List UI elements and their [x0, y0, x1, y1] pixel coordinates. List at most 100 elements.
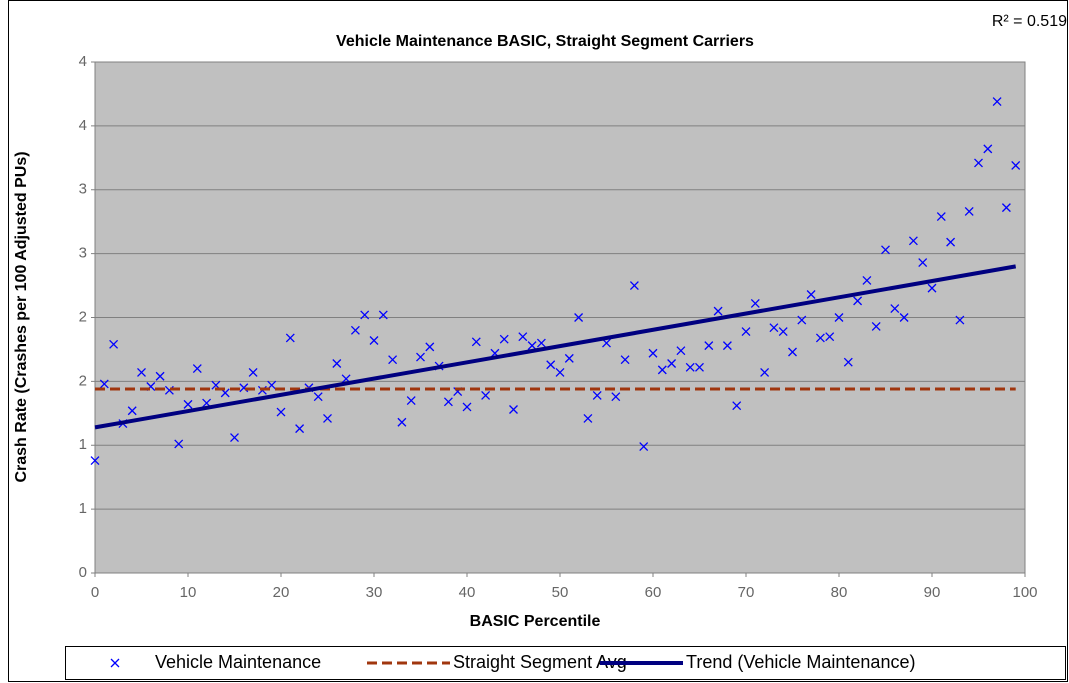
annotation: R² = 0.519 [992, 13, 1067, 30]
point [862, 275, 872, 285]
point [853, 296, 863, 306]
x-tick-label: 80 [831, 584, 848, 601]
x-tick-label: 100 [1012, 584, 1037, 601]
y-tick-label: 3 [79, 181, 87, 198]
legend-label: Trend (Vehicle Maintenance) [686, 652, 915, 672]
point [509, 405, 518, 414]
point [927, 283, 937, 293]
point [546, 360, 556, 370]
point [908, 236, 918, 246]
point [137, 367, 146, 377]
point [713, 306, 723, 316]
point [1001, 203, 1011, 213]
point [648, 348, 658, 358]
trend-line [94, 264, 1017, 430]
point [890, 304, 900, 314]
x-tick-label: 90 [924, 584, 941, 601]
point [620, 355, 630, 365]
point [1011, 161, 1021, 170]
point [788, 347, 797, 357]
point [369, 336, 379, 345]
point [248, 367, 258, 377]
y-tick-label: 0 [79, 564, 87, 581]
point [583, 413, 593, 423]
point [629, 281, 639, 291]
x-tick-label: 60 [645, 584, 662, 601]
point [592, 390, 602, 400]
point [946, 237, 956, 247]
point [499, 334, 509, 344]
x-tick-label: 0 [91, 584, 99, 601]
point [127, 406, 137, 416]
point [230, 433, 239, 443]
legend-label: Vehicle Maintenance [155, 652, 321, 672]
point [99, 379, 109, 389]
point [955, 315, 965, 325]
x-axis-label: BASIC Percentile [470, 613, 601, 630]
point [564, 353, 574, 363]
point [174, 439, 184, 449]
point [983, 144, 993, 154]
point [313, 392, 323, 402]
point [778, 327, 788, 337]
point [918, 258, 928, 268]
point [750, 298, 760, 308]
point [462, 402, 472, 412]
point [722, 341, 732, 351]
y-tick-label: 4 [79, 117, 87, 134]
point [425, 342, 435, 352]
legend-label: Straight Segment Avg [453, 652, 627, 672]
point [295, 424, 305, 434]
point [443, 397, 453, 407]
point [881, 245, 890, 255]
x-tick-label: 20 [273, 584, 290, 601]
point [704, 341, 714, 351]
point [397, 417, 407, 427]
point [350, 325, 360, 335]
point [388, 355, 398, 365]
point [109, 339, 119, 349]
point [90, 456, 100, 466]
point [183, 399, 193, 409]
point [936, 212, 946, 222]
y-tick-label: 3 [79, 245, 87, 262]
point [536, 338, 546, 348]
point [732, 401, 742, 411]
point [685, 362, 695, 372]
point [806, 290, 816, 299]
point [871, 321, 881, 331]
point [360, 310, 370, 320]
point [834, 313, 844, 322]
point [639, 442, 649, 451]
point [155, 371, 165, 381]
point [611, 392, 621, 402]
point [378, 310, 388, 320]
point [825, 332, 835, 342]
point [964, 207, 974, 216]
point [741, 327, 751, 337]
x-tick-label: 10 [180, 584, 197, 601]
point [974, 158, 983, 168]
y-tick-label: 2 [79, 372, 87, 389]
x-tick-label: 50 [552, 584, 569, 601]
legend-marker [110, 658, 120, 668]
point [406, 396, 416, 405]
point [416, 352, 425, 362]
point [992, 97, 1002, 107]
point [527, 341, 537, 351]
point [574, 313, 584, 322]
point [676, 346, 686, 356]
point [276, 407, 286, 417]
point [769, 323, 779, 333]
point [667, 359, 677, 368]
y-tick-label: 4 [79, 53, 87, 70]
legend [65, 646, 1066, 680]
y-tick-label: 1 [79, 436, 87, 453]
x-tick-label: 70 [738, 584, 755, 601]
point [843, 357, 853, 367]
point [192, 364, 202, 374]
y-tick-label: 1 [79, 500, 87, 517]
point [471, 337, 481, 347]
point [797, 315, 807, 325]
